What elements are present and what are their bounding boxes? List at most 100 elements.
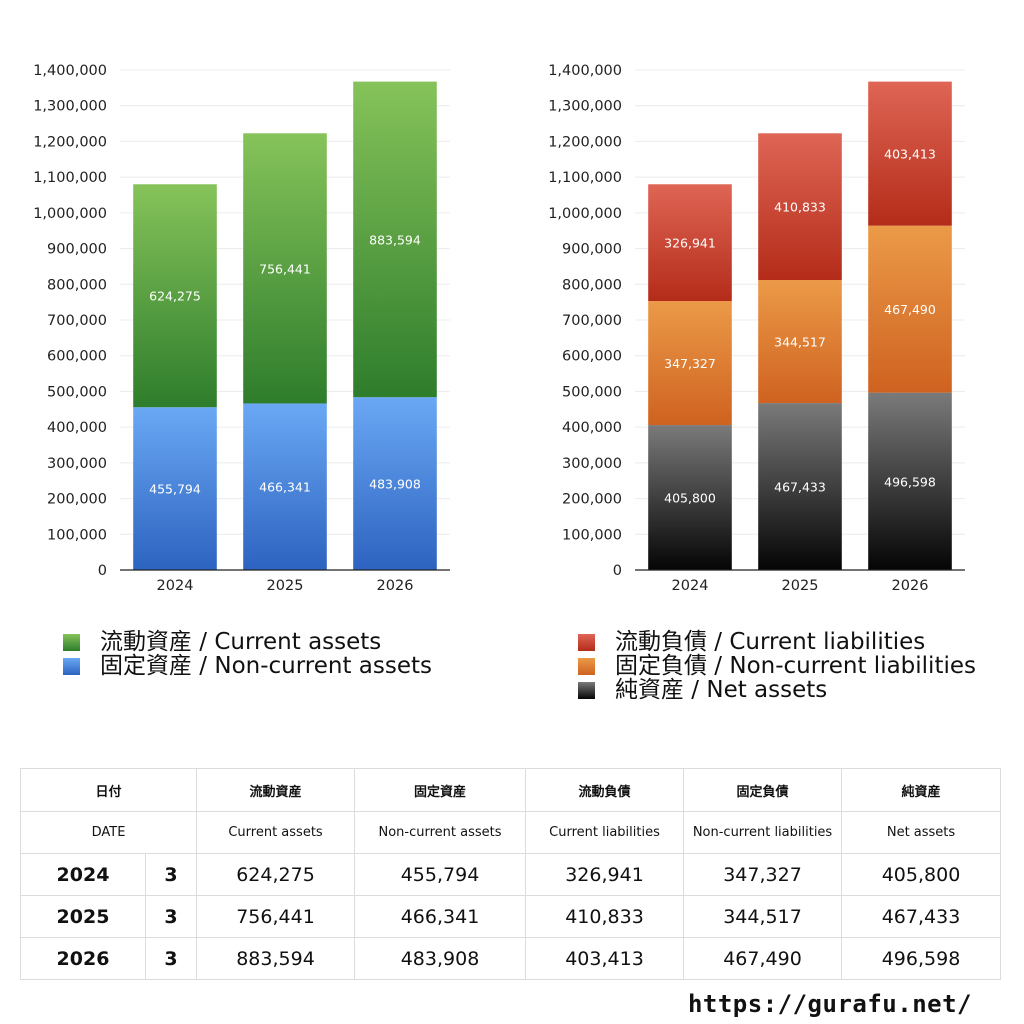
table-cell: 467,433: [841, 895, 1002, 938]
table-cell: 455,794: [354, 853, 527, 896]
bar-value-label: 483,908: [369, 477, 421, 492]
bar-segment: [868, 81, 952, 226]
table-cell: 756,441: [196, 895, 356, 938]
table-row: 2025 3 756,441 466,341 410,833 344,517 4…: [20, 895, 1002, 938]
x-tick-label: 2025: [267, 578, 304, 594]
right-stacked-bar-chart: 0 100,000 200,000 300,000 400,000 500,000 600,…: [548, 63, 965, 594]
legend-swatch-current-assets: [63, 633, 80, 651]
legend-item-current-liabilities: 流動負債 / Current liabilities: [578, 630, 976, 654]
legend-label: 固定資産 / Non-current assets: [100, 653, 433, 679]
table-row: 2026 3 883,594 483,908 403,413 467,490 4…: [20, 937, 1002, 980]
table-cell: 405,800: [841, 853, 1002, 896]
y-tick-label: 800,000: [47, 277, 107, 293]
table-header-cell: Non-current assets: [354, 811, 527, 854]
y-tick-label: 100,000: [47, 527, 107, 543]
table-header-row-en: DATE Current assets Non-current assets C…: [19, 811, 1002, 854]
bar-segment: [868, 225, 952, 393]
bar-segment: [353, 81, 437, 398]
table-cell: 883,594: [196, 937, 356, 980]
table-cell-count: 3: [144, 853, 198, 896]
bar-segment: [758, 133, 842, 281]
y-tick-label: 700,000: [562, 313, 622, 329]
table-cell: 496,598: [841, 937, 1002, 980]
y-tick-label: 1,100,000: [33, 170, 107, 186]
table-header-cell: Non-current liabilities: [683, 811, 843, 854]
table-cell-year: 2024: [20, 853, 146, 896]
x-tick-label: 2026: [892, 578, 929, 594]
legend-label: 流動資産 / Current assets: [100, 629, 382, 655]
bar-segment: [758, 280, 842, 404]
y-tick-label: 100,000: [562, 527, 622, 543]
x-tick-label: 2024: [672, 578, 709, 594]
y-tick-label: 1,100,000: [548, 170, 622, 186]
legend-swatch-current-liabilities: [578, 633, 595, 651]
table-row: 2024 3 624,275 455,794 326,941 347,327 4…: [20, 853, 1002, 896]
table-cell-year: 2025: [20, 895, 146, 938]
y-tick-label: 1,300,000: [33, 99, 107, 115]
table-header-cell: DATE: [19, 811, 198, 854]
bar-value-label: 403,413: [884, 147, 936, 162]
table-cell: 467,490: [683, 937, 843, 980]
bar-segment: [868, 392, 952, 570]
bar-segment: [648, 184, 732, 302]
bar-segment: [243, 403, 327, 570]
bar-value-label: 756,441: [259, 261, 311, 276]
bar-segment: [243, 133, 327, 404]
y-tick-label: 400,000: [47, 420, 107, 436]
footer-url[interactable]: https://gurafu.net/: [687, 990, 972, 1018]
table-cell: 344,517: [683, 895, 843, 938]
bar-value-label: 347,327: [664, 356, 716, 371]
bar-segment: [758, 403, 842, 570]
y-tick-label: 200,000: [562, 492, 622, 508]
bar-value-label: 410,833: [774, 200, 826, 215]
table-cell: 466,341: [354, 895, 527, 938]
y-tick-label: 200,000: [47, 492, 107, 508]
bar-value-label: 344,517: [774, 335, 826, 350]
bar-value-label: 467,490: [884, 302, 936, 317]
y-tick-label: 1,400,000: [33, 63, 107, 79]
table-header-cell: 日付: [19, 768, 198, 812]
bar-segment: [648, 301, 732, 426]
bar-segment: [353, 397, 437, 570]
legend-item-net-assets: 純資産 / Net assets: [578, 678, 976, 702]
y-tick-label: 1,400,000: [548, 63, 622, 79]
table-header-cell: 固定資産: [354, 768, 527, 812]
bar-segment: [133, 184, 217, 408]
data-table: 日付 流動資産 固定資産 流動負債 固定負債 純資産 DATE Current …: [19, 768, 1002, 980]
bar-segment: [648, 425, 732, 570]
table-cell-count: 3: [144, 895, 198, 938]
y-tick-label: 300,000: [562, 456, 622, 472]
bar-value-label: 467,433: [774, 480, 826, 495]
table-header-cell: Current assets: [196, 811, 356, 854]
y-tick-label: 800,000: [562, 277, 622, 293]
legend-label: 純資産 / Net assets: [615, 677, 828, 703]
y-tick-label: 1,200,000: [548, 134, 622, 150]
table-cell-year: 2026: [20, 937, 146, 980]
table-cell-count: 3: [144, 937, 198, 980]
table-header-cell: Current liabilities: [525, 811, 685, 854]
table-cell: 347,327: [683, 853, 843, 896]
y-tick-label: 1,000,000: [33, 206, 107, 222]
legend-label: 固定負債 / Non-current liabilities: [615, 653, 976, 679]
y-tick-label: 300,000: [47, 456, 107, 472]
bar-value-label: 455,794: [149, 482, 201, 497]
bar-value-label: 326,941: [664, 236, 716, 251]
legend-swatch-net-assets: [578, 681, 595, 699]
bar-value-label: 496,598: [884, 474, 936, 489]
y-tick-label: 1,000,000: [548, 206, 622, 222]
y-tick-label: 900,000: [47, 242, 107, 258]
y-tick-label: 600,000: [562, 349, 622, 365]
y-tick-label: 900,000: [562, 242, 622, 258]
legend-item-non-current-liabilities: 固定負債 / Non-current liabilities: [578, 654, 976, 678]
legend-swatch-non-current-liabilities: [578, 657, 595, 675]
legend-item-non-current-assets: 固定資産 / Non-current assets: [63, 654, 432, 678]
table-header-cell: Net assets: [841, 811, 1002, 854]
y-tick-label: 500,000: [562, 384, 622, 400]
table-cell: 403,413: [525, 937, 685, 980]
legend-swatch-non-current-assets: [63, 657, 80, 675]
x-tick-label: 2026: [377, 578, 414, 594]
left-stacked-bar-chart: 0 100,000 200,000 300,000 400,000 500,000 600,…: [33, 63, 450, 594]
table-cell: 326,941: [525, 853, 685, 896]
bar-segment: [133, 407, 217, 570]
y-tick-label: 400,000: [562, 420, 622, 436]
